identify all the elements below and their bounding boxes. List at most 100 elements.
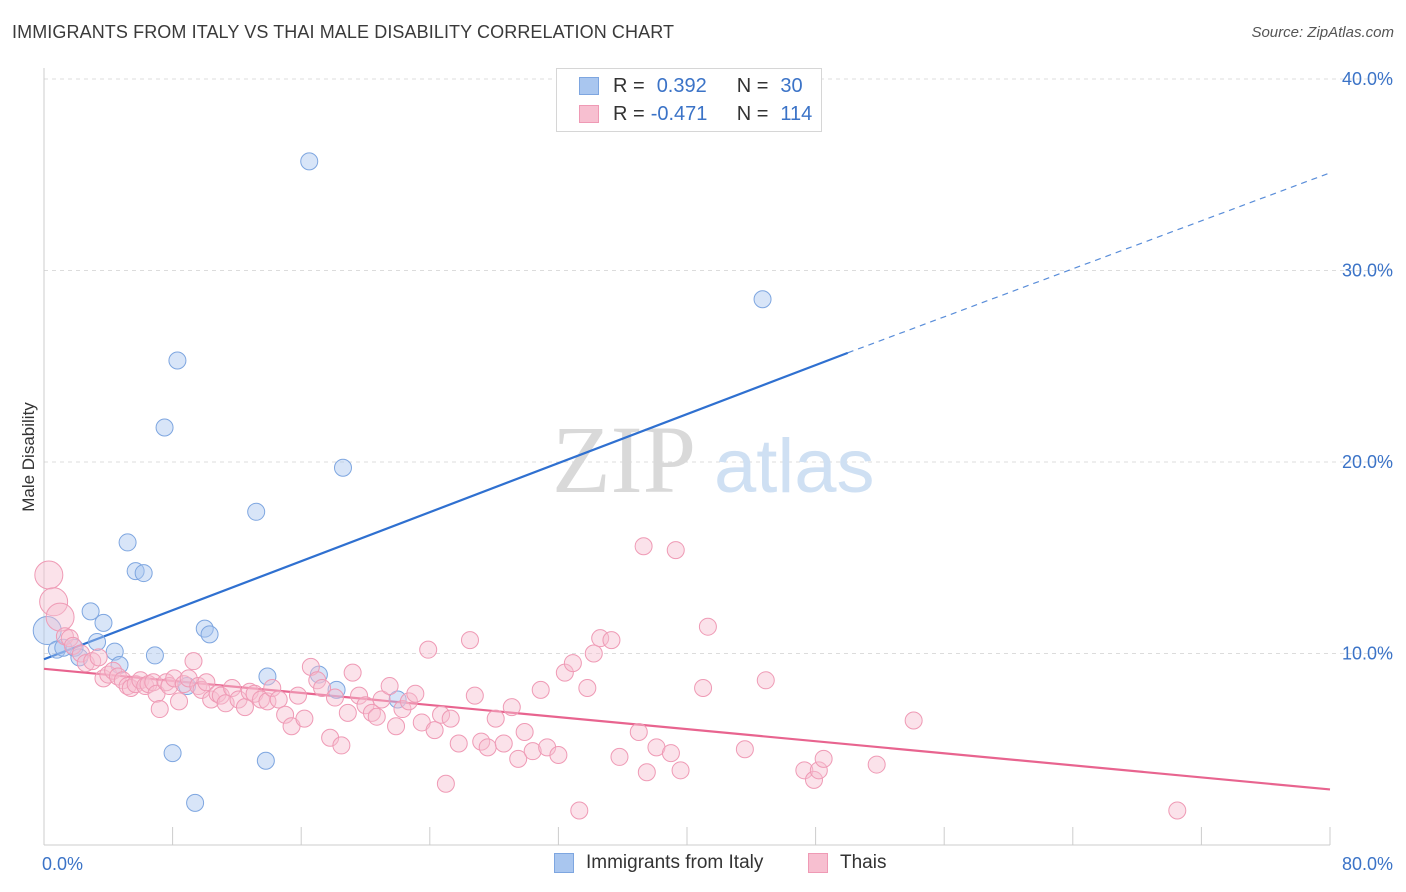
thais-point	[809, 761, 828, 780]
thais-point	[756, 671, 775, 690]
thais-point	[387, 717, 406, 736]
thais-point	[165, 669, 184, 688]
y-tick-label: 40.0%	[1342, 69, 1393, 89]
series-legend-item-italy[interactable]: Immigrants from Italy	[554, 852, 763, 874]
watermark-atlas: atlas	[714, 424, 875, 509]
thais-point	[174, 675, 193, 694]
thais-trend-line	[43, 667, 1331, 791]
thais-point	[867, 755, 886, 774]
thais-point	[399, 692, 418, 711]
thais-point	[380, 677, 399, 696]
thais-point	[449, 734, 468, 753]
thais-point	[694, 678, 713, 697]
thais-point	[661, 744, 680, 763]
thais-point	[629, 723, 648, 742]
legend-r-label: R =	[613, 74, 645, 97]
chart-title: IMMIGRANTS FROM ITALY VS THAI MALE DISAB…	[12, 22, 675, 42]
thais-point	[276, 705, 295, 724]
italy-point	[327, 680, 346, 699]
italy-point	[186, 793, 205, 812]
thais-point	[637, 763, 656, 782]
italy-point	[300, 152, 319, 171]
italy-point	[145, 646, 164, 665]
y-tick-label: 30.0%	[1342, 261, 1393, 281]
thais-point	[671, 761, 690, 780]
thais-point	[179, 669, 198, 688]
italy-point	[94, 613, 113, 632]
legend-swatch-italy	[579, 77, 599, 95]
thais-point	[356, 696, 375, 715]
thais-point	[269, 690, 288, 709]
thais-point	[104, 661, 123, 680]
thais-point	[460, 631, 479, 650]
italy-point	[105, 642, 124, 661]
thais-point	[531, 680, 550, 699]
italy-point	[118, 533, 137, 552]
thais-point	[814, 749, 833, 768]
thais-point	[45, 602, 75, 632]
thais-point	[591, 629, 610, 648]
italy-point	[195, 619, 214, 638]
y-axis-label: Male Disability	[19, 402, 38, 512]
italy-point	[134, 564, 153, 583]
legend-n-label: N =	[736, 102, 769, 125]
thais-point	[184, 652, 203, 671]
italy-trend-extension	[847, 172, 1331, 354]
y-tick-label: 10.0%	[1342, 644, 1393, 664]
thais-point	[563, 654, 582, 673]
italy-point	[200, 625, 219, 644]
thais-point	[795, 761, 814, 780]
thais-point	[904, 711, 923, 730]
italy-point	[155, 418, 174, 437]
thais-point	[425, 721, 444, 740]
axes	[43, 68, 1331, 846]
thais-point	[441, 709, 460, 728]
italy-point	[333, 458, 352, 477]
grid-lines	[44, 78, 1394, 654]
thais-point	[406, 684, 425, 703]
watermark: ZIP atlas	[552, 406, 875, 513]
x-tick-label: 0.0%	[42, 854, 83, 874]
thais-point	[367, 707, 386, 726]
thais-point	[263, 678, 282, 697]
thais-point	[494, 734, 513, 753]
italy-point	[163, 744, 182, 763]
thais-point	[432, 705, 451, 724]
legend-n-value: 114	[780, 102, 813, 125]
thais-point	[419, 640, 438, 659]
thais-point	[502, 698, 521, 717]
thais-point	[325, 688, 344, 707]
thais-point	[350, 686, 369, 705]
thais-point	[602, 631, 621, 650]
thais-point	[150, 700, 169, 719]
series-swatch-thais	[808, 853, 828, 873]
thais-point	[465, 686, 484, 705]
series-label-italy: Immigrants from Italy	[586, 852, 764, 873]
thais-point	[223, 678, 242, 697]
tick-labels: 10.0% 20.0% 30.0% 40.0% 0.0% 80.0%	[42, 69, 1393, 874]
italy-point	[32, 616, 62, 646]
italy-point	[258, 667, 277, 686]
thais-point	[509, 749, 528, 768]
thais-point	[698, 617, 717, 636]
thais-point	[804, 770, 823, 789]
thais-point	[313, 678, 332, 697]
thais-point	[197, 673, 216, 692]
thais-point	[252, 690, 271, 709]
legend-row-thais: R = -0.471 N = 114	[579, 101, 812, 127]
thais-point	[666, 541, 685, 560]
x-tick-label: 80.0%	[1342, 854, 1393, 874]
data-points	[32, 152, 1187, 820]
italy-point	[753, 290, 772, 309]
thais-point	[1168, 801, 1187, 820]
legend-row-italy: R = 0.392 N = 30	[579, 73, 803, 99]
thais-point	[393, 700, 412, 719]
italy-point	[88, 633, 107, 652]
thais-point	[578, 678, 597, 697]
thais-point	[332, 736, 351, 755]
italy-point	[81, 602, 100, 621]
series-legend-item-thais[interactable]: Thais	[808, 852, 886, 874]
thais-point	[735, 740, 754, 759]
thais-point	[610, 747, 629, 766]
